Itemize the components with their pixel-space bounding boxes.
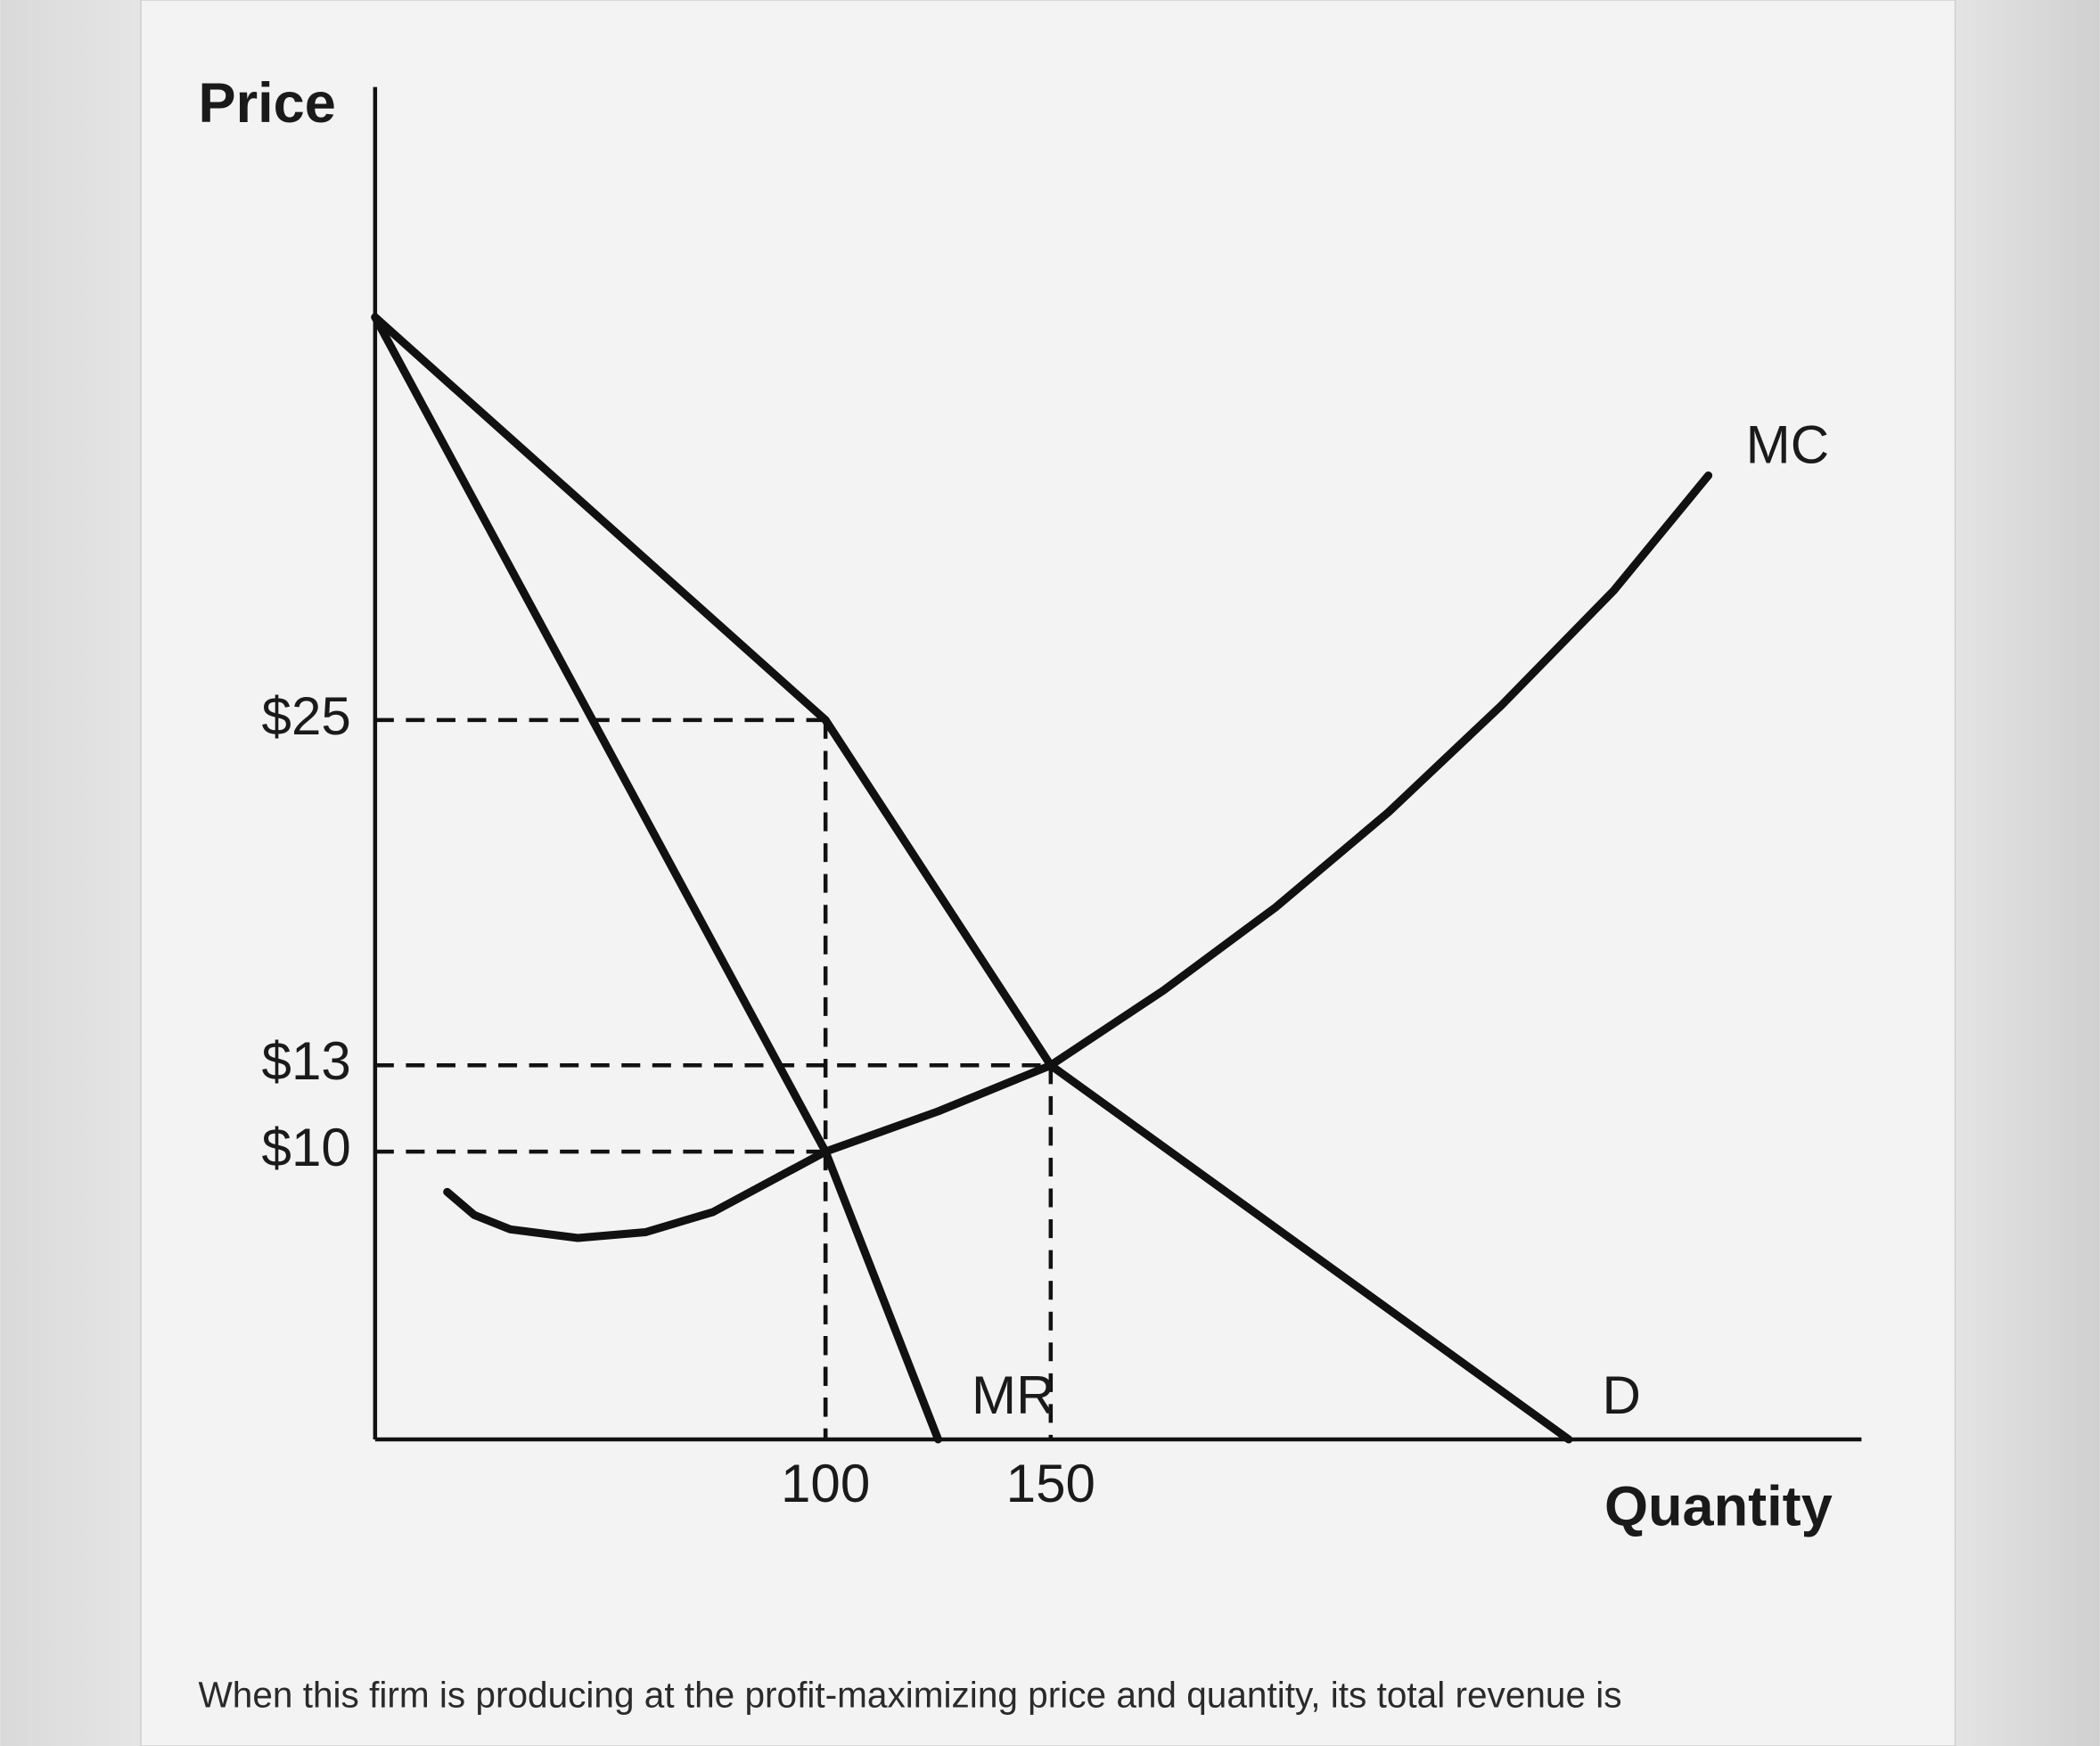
y-tick-label: $13 [262,1031,351,1091]
curve-label: D [1602,1365,1640,1425]
y-tick-label: $10 [262,1118,351,1177]
y-axis-title: Price [199,72,336,135]
curve-label: MC [1746,414,1829,474]
x-tick-label: 100 [781,1454,870,1513]
content-panel [140,0,1956,1746]
question-text: When this firm is producing at the profi… [199,1675,1622,1716]
y-tick-label: $25 [262,686,351,746]
x-tick-label: 150 [1006,1454,1095,1513]
curve [371,313,1573,1444]
x-axis-title: Quantity [1604,1475,1833,1537]
curve-label: MR [972,1365,1054,1425]
curve [443,471,1713,1242]
